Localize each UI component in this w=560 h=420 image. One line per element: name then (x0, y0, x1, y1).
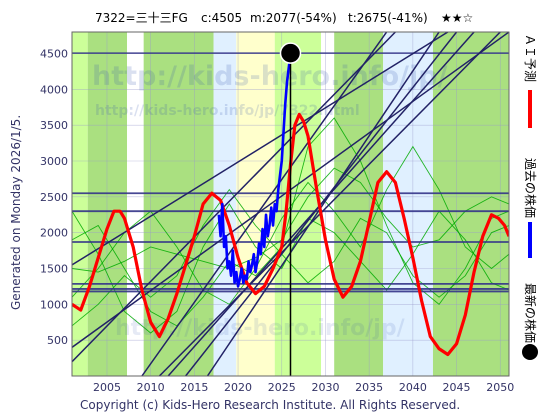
x-tick-2015: 2015 (180, 381, 208, 394)
x-axis-ticks: 2005 2010 2015 2020 2025 2030 2035 2040 2045 2050 (93, 381, 514, 394)
x-tick-2040: 2040 (399, 381, 427, 394)
trend-line-1 (158, 32, 501, 376)
generated-date-label: Generated on Monday 2026/1/5. (9, 115, 23, 310)
trend-line-5 (72, 32, 449, 266)
thin-line-3 (72, 145, 509, 305)
x-tick-2050: 2050 (486, 381, 514, 394)
chart-title-target: t:2675(-41%) (348, 11, 428, 25)
legend: ＡＩ予測 過去の株価 最新の株価 (522, 34, 538, 360)
watermark: http://kids-hero.info/jp/ http://kids-he… (92, 61, 448, 341)
band-0 (72, 32, 88, 376)
y-tick-500: 500 (47, 334, 68, 347)
y-axis-ticks: 500 1000 1500 2000 2500 3000 3500 4000 4500 (40, 48, 68, 348)
y-tick-4500: 4500 (40, 48, 68, 61)
band-4 (213, 32, 237, 376)
legend-label-latest: 最新の株価 (523, 283, 538, 343)
legend-label-past: 過去の株価 (523, 158, 538, 218)
trend-line-6 (72, 32, 396, 363)
y-tick-3000: 3000 (40, 155, 68, 168)
y-tick-3500: 3500 (40, 119, 68, 132)
x-tick-2010: 2010 (137, 381, 165, 394)
trend-line-3 (185, 32, 458, 376)
x-tick-2025: 2025 (268, 381, 296, 394)
watermark-url-large: http://kids-hero.info/jp/ (92, 61, 448, 92)
x-tick-2035: 2035 (355, 381, 383, 394)
y-tick-4000: 4000 (40, 83, 68, 96)
series-past-price (217, 52, 292, 288)
chart-title-max: m:2077(-54%) (250, 11, 337, 25)
latest-price-dot (279, 42, 302, 64)
latest-marker (279, 42, 302, 376)
y-tick-1500: 1500 (40, 263, 68, 276)
y-tick-1000: 1000 (40, 298, 68, 311)
plot-area: http://kids-hero.info/jp/ http://kids-he… (71, 31, 510, 377)
series-ai-forecast (72, 112, 509, 357)
x-tick-2020: 2020 (224, 381, 252, 394)
copyright-footer: Copyright (c) Kids-Hero Research Institu… (80, 398, 460, 412)
x-tick-2045: 2045 (443, 381, 471, 394)
y-tick-2000: 2000 (40, 227, 68, 240)
x-tick-2030: 2030 (311, 381, 339, 394)
chart-title-current: c:4505 (201, 11, 242, 25)
chart-title-code: 7322=三十三FG (95, 11, 188, 25)
x-tick-2005: 2005 (93, 381, 121, 394)
legend-label-ai: ＡＩ予測 (523, 34, 537, 82)
legend-swatch-latest (522, 344, 538, 360)
thin-line-0 (72, 167, 509, 273)
series-lines (72, 52, 509, 357)
trend-line-4 (206, 32, 440, 376)
trend-line-7 (141, 32, 388, 376)
band-2 (127, 32, 144, 376)
chart-title-stars: ★★☆ (441, 11, 473, 25)
watermark-url-small: http://kids-hero.info/jp/7322.html (95, 103, 360, 119)
thin-line-2 (72, 203, 509, 334)
y-tick-2500: 2500 (40, 191, 68, 204)
plot-frame (71, 31, 510, 377)
